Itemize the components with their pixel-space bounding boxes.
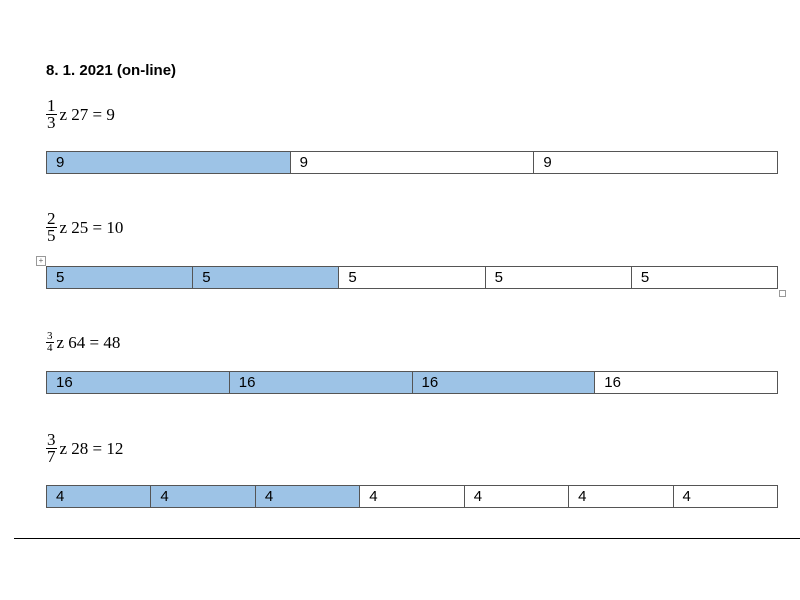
table-resize[interactable] (779, 290, 786, 297)
expression: z 28 = 12 (59, 438, 124, 458)
expression: z 27 = 9 (59, 104, 115, 124)
bar-cell: 5 (338, 267, 484, 288)
page-rule (14, 538, 800, 539)
numerator: 3 (46, 430, 57, 449)
numerator: 2 (46, 209, 57, 228)
bar-cell: 9 (289, 152, 534, 173)
bar-cell: 5 (484, 267, 631, 288)
numerator: 1 (46, 96, 57, 115)
bar-cell: 9 (533, 152, 777, 173)
expression: z 25 = 10 (59, 217, 124, 237)
bar-cell: 4 (568, 486, 672, 507)
bar-cell: 4 (359, 486, 463, 507)
bar-cell: 4 (254, 486, 360, 507)
bar-cell: 16 (228, 372, 412, 393)
bar-cell: 4 (150, 486, 255, 507)
denominator: 5 (47, 226, 56, 245)
bar-cell: 9 (47, 152, 290, 173)
title: 8. 1. 2021 (on-line) (46, 62, 177, 79)
bar-cell: 4 (672, 486, 777, 507)
expression: z 64 = 48 (56, 332, 121, 352)
table-handle[interactable]: + (36, 256, 46, 266)
bar-cell: 5 (47, 267, 193, 288)
denominator: 4 (47, 342, 53, 354)
bar-cell: 4 (463, 486, 568, 507)
bar-cell: 5 (192, 267, 339, 288)
denominator: 7 (47, 447, 56, 466)
bar-cell: 16 (411, 372, 595, 393)
numerator: 3 (46, 330, 54, 343)
fraction-bar: 16 16 16 16 (46, 371, 778, 394)
bar-cell: 16 (47, 372, 229, 393)
denominator: 3 (47, 113, 56, 132)
bar-cell: 5 (630, 267, 777, 288)
bar-cell: 16 (594, 372, 777, 393)
bar-cell: 4 (47, 486, 151, 507)
